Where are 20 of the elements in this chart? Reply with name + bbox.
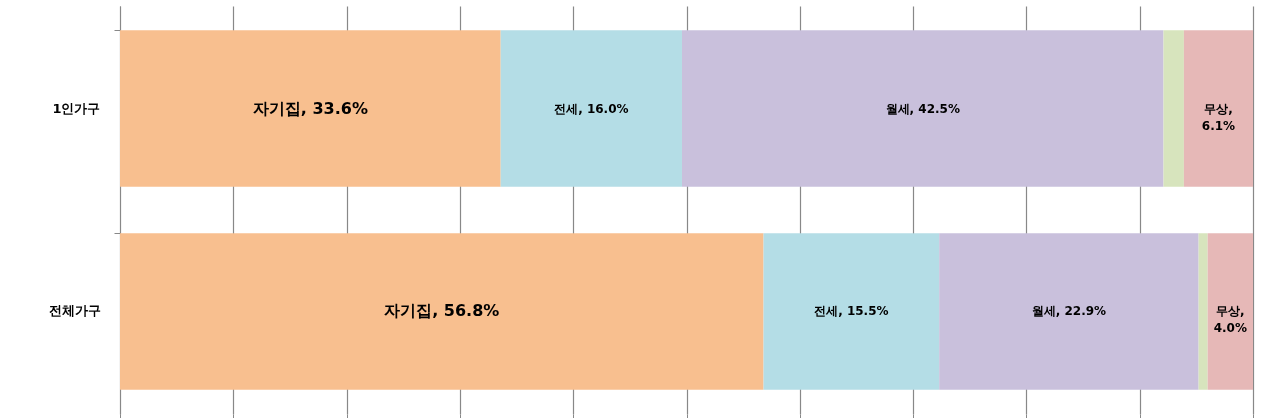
bar [681,30,1164,187]
bar [1198,233,1208,390]
data-label: 월세, 22.9% [1031,304,1107,319]
data-label: 월세, 42.5% [885,101,960,116]
bar [1183,30,1253,187]
bar [120,233,764,390]
bar [1207,233,1253,390]
data-label: 자기집, 56.8% [384,301,500,321]
bar [1163,30,1184,187]
data-label: 무상, 6.1% [1201,101,1236,133]
data-label: 무상, 4.0% [1213,304,1247,336]
bar [939,233,1199,390]
y-tick-label: 전체가구 [48,303,101,319]
data-label: 전세, 16.0% [554,101,629,116]
data-label: 자기집, 33.6% [252,98,368,118]
bar [120,30,501,187]
bar [763,233,940,390]
y-tick-label: 1인가구 [52,100,101,116]
bar [500,30,682,187]
data-label: 전세, 15.5% [814,304,889,319]
